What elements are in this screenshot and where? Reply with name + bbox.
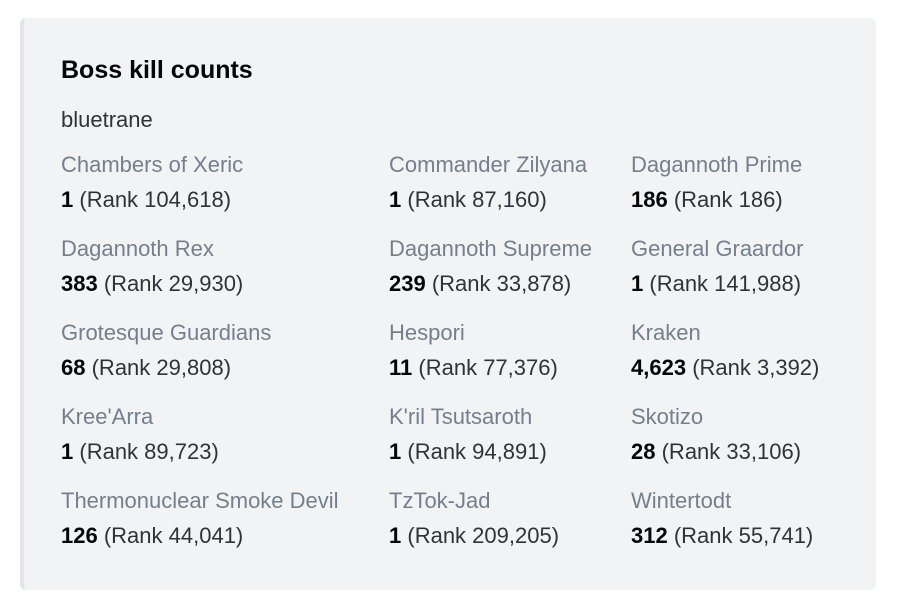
embed-field: Dagannoth Supreme 239 (Rank 33,878) xyxy=(389,233,631,317)
field-value: 11 (Rank 77,376) xyxy=(389,353,631,383)
embed-field: Hespori 11 (Rank 77,376) xyxy=(389,317,631,401)
kill-count: 383 xyxy=(61,271,98,296)
embed-field: Wintertodt 312 (Rank 55,741) xyxy=(631,485,871,569)
field-name: Dagannoth Supreme xyxy=(389,236,593,261)
embed-field: Dagannoth Prime 186 (Rank 186) xyxy=(631,149,871,233)
field-value: 28 (Rank 33,106) xyxy=(631,437,871,467)
field-name: Hespori xyxy=(389,320,465,345)
kill-count: 312 xyxy=(631,523,668,548)
field-value: 4,623 (Rank 3,392) xyxy=(631,353,871,383)
rank-text: (Rank 33,106) xyxy=(661,439,802,464)
rank-text: (Rank 186) xyxy=(673,187,783,212)
rank-text: (Rank 29,808) xyxy=(91,355,232,380)
field-value: 239 (Rank 33,878) xyxy=(389,269,631,299)
kill-count: 28 xyxy=(631,439,656,464)
kill-count: 1 xyxy=(389,439,402,464)
field-value: 1 (Rank 104,618) xyxy=(61,185,389,215)
rank-text: (Rank 44,041) xyxy=(103,523,244,548)
embed-field: Grotesque Guardians 68 (Rank 29,808) xyxy=(61,317,389,401)
embed-field: General Graardor 1 (Rank 141,988) xyxy=(631,233,871,317)
kill-count: 68 xyxy=(61,355,86,380)
field-name: Wintertodt xyxy=(631,488,732,513)
field-name: Thermonuclear Smoke Devil xyxy=(61,488,339,513)
embed-field: Skotizo 28 (Rank 33,106) xyxy=(631,401,871,485)
embed-field: TzTok-Jad 1 (Rank 209,205) xyxy=(389,485,631,569)
rank-text: (Rank 33,878) xyxy=(431,271,572,296)
field-name: Chambers of Xeric xyxy=(61,152,244,177)
kill-count: 239 xyxy=(389,271,426,296)
embed-field: Thermonuclear Smoke Devil 126 (Rank 44,04… xyxy=(61,485,389,569)
field-name: Kree'Arra xyxy=(61,404,154,429)
embed-fields: Chambers of Xeric 1 (Rank 104,618) Comman… xyxy=(61,149,856,569)
kill-count: 1 xyxy=(631,271,644,296)
field-name: K'ril Tsutsaroth xyxy=(389,404,533,429)
embed-card: Boss kill counts bluetrane Chambers of X… xyxy=(20,18,876,590)
field-name: Commander Zilyana xyxy=(389,152,588,177)
rank-text: (Rank 104,618) xyxy=(79,187,232,212)
embed-field: Commander Zilyana 1 (Rank 87,160) xyxy=(389,149,631,233)
field-name: TzTok-Jad xyxy=(389,488,491,513)
field-name: Skotizo xyxy=(631,404,704,429)
field-value: 68 (Rank 29,808) xyxy=(61,353,389,383)
field-value: 126 (Rank 44,041) xyxy=(61,521,389,551)
kill-count: 1 xyxy=(389,523,402,548)
field-name: Dagannoth Rex xyxy=(61,236,214,261)
kill-count: 1 xyxy=(61,439,74,464)
field-name: Dagannoth Prime xyxy=(631,152,803,177)
rank-text: (Rank 55,741) xyxy=(673,523,814,548)
embed-field: Kraken 4,623 (Rank 3,392) xyxy=(631,317,871,401)
field-value: 186 (Rank 186) xyxy=(631,185,871,215)
kill-count: 4,623 xyxy=(631,355,687,380)
kill-count: 1 xyxy=(389,187,402,212)
field-value: 1 (Rank 89,723) xyxy=(61,437,389,467)
embed-content: Boss kill counts bluetrane Chambers of X… xyxy=(61,54,856,569)
embed-description: bluetrane xyxy=(61,107,153,132)
embed-field: K'ril Tsutsaroth 1 (Rank 94,891) xyxy=(389,401,631,485)
embed-field: Kree'Arra 1 (Rank 89,723) xyxy=(61,401,389,485)
rank-text: (Rank 94,891) xyxy=(407,439,547,464)
rank-text: (Rank 89,723) xyxy=(79,439,219,464)
field-name: General Graardor xyxy=(631,236,804,261)
rank-text: (Rank 209,205) xyxy=(407,523,560,548)
rank-text: (Rank 29,930) xyxy=(103,271,244,296)
field-value: 312 (Rank 55,741) xyxy=(631,521,871,551)
field-value: 1 (Rank 141,988) xyxy=(631,269,871,299)
kill-count: 126 xyxy=(61,523,98,548)
embed-title: Boss kill counts xyxy=(61,56,253,84)
field-value: 1 (Rank 87,160) xyxy=(389,185,631,215)
rank-text: (Rank 141,988) xyxy=(649,271,802,296)
embed-field: Dagannoth Rex 383 (Rank 29,930) xyxy=(61,233,389,317)
field-value: 383 (Rank 29,930) xyxy=(61,269,389,299)
field-name: Kraken xyxy=(631,320,701,345)
rank-text: (Rank 77,376) xyxy=(418,355,558,380)
field-name: Grotesque Guardians xyxy=(61,320,272,345)
rank-text: (Rank 87,160) xyxy=(407,187,547,212)
kill-count: 186 xyxy=(631,187,668,212)
kill-count: 1 xyxy=(61,187,74,212)
field-value: 1 (Rank 94,891) xyxy=(389,437,631,467)
rank-text: (Rank 3,392) xyxy=(692,355,820,380)
kill-count: 11 xyxy=(389,355,413,380)
field-value: 1 (Rank 209,205) xyxy=(389,521,631,551)
embed-field: Chambers of Xeric 1 (Rank 104,618) xyxy=(61,149,389,233)
